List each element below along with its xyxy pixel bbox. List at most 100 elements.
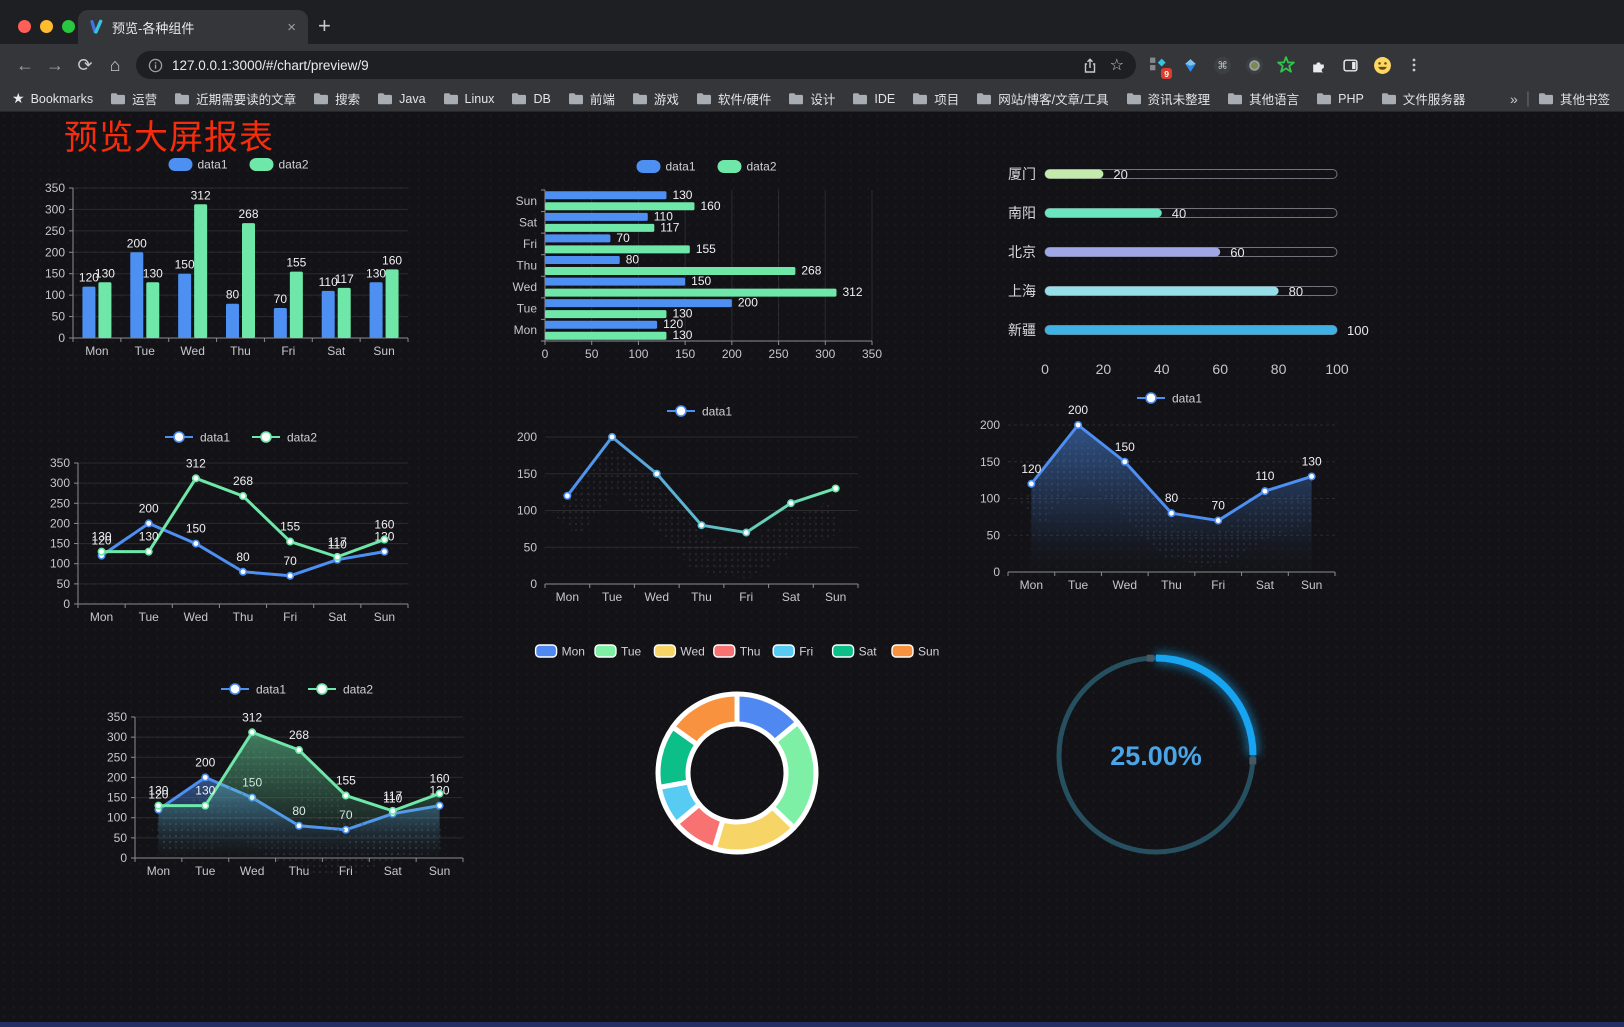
svg-text:130: 130	[672, 188, 692, 202]
bookmark-item[interactable]: 前端	[568, 89, 615, 108]
svg-text:130: 130	[95, 266, 115, 280]
command-extension-icon[interactable]: ⌘	[1210, 54, 1234, 76]
svg-text:Tue: Tue	[517, 302, 538, 316]
svg-text:南阳: 南阳	[1008, 205, 1036, 221]
svg-text:50: 50	[52, 310, 66, 324]
svg-text:60: 60	[1212, 361, 1228, 377]
reload-button[interactable]: ⟳	[77, 54, 93, 75]
minimize-window-button[interactable]	[40, 20, 53, 33]
recorder-extension-icon[interactable]	[1242, 54, 1266, 76]
svg-text:130: 130	[1302, 454, 1322, 468]
tab-manager-extension-icon[interactable]: 9	[1146, 54, 1172, 79]
bookmark-item[interactable]: 文件服务器	[1381, 89, 1465, 108]
svg-text:Thu: Thu	[740, 645, 761, 659]
bookmark-item[interactable]: DB	[511, 92, 551, 106]
svg-text:117: 117	[328, 535, 347, 549]
bookmark-item[interactable]: 项目	[912, 89, 959, 108]
close-window-button[interactable]	[18, 20, 31, 33]
svg-text:0: 0	[120, 851, 127, 865]
svg-text:300: 300	[50, 476, 70, 490]
tab-title: 预览-各种组件	[112, 20, 195, 36]
svg-text:上海: 上海	[1008, 283, 1036, 299]
svg-text:Wed: Wed	[240, 864, 264, 878]
bookmark-star-icon[interactable]: ☆	[1109, 57, 1124, 74]
svg-text:50: 50	[987, 528, 1001, 542]
svg-text:268: 268	[238, 207, 258, 221]
svg-text:150: 150	[980, 455, 1000, 469]
address-bar[interactable]: 127.0.0.1:3000/#/chart/preview/9 ☆	[136, 51, 1136, 79]
bookmark-item[interactable]: 其他语言	[1227, 89, 1299, 108]
svg-text:155: 155	[286, 256, 306, 270]
svg-text:Tue: Tue	[602, 590, 623, 604]
gem-extension-icon[interactable]	[1178, 54, 1202, 76]
extensions-puzzle-icon[interactable]	[1306, 54, 1330, 76]
folder-icon	[1538, 93, 1553, 105]
bookmark-item[interactable]: 搜索	[313, 89, 360, 108]
side-panel-icon[interactable]	[1338, 54, 1362, 76]
svg-text:200: 200	[738, 296, 758, 310]
bookmarks-overflow-chevron[interactable]: »	[1510, 90, 1518, 107]
browser-tab[interactable]: 预览-各种组件 ×	[78, 10, 308, 44]
new-tab-button[interactable]: +	[318, 13, 331, 38]
site-info-icon[interactable]	[148, 58, 163, 73]
home-button[interactable]: ⌂	[109, 54, 121, 75]
svg-text:268: 268	[289, 728, 309, 742]
svg-text:北京: 北京	[1008, 244, 1036, 260]
svg-text:110: 110	[328, 538, 347, 552]
other-bookmarks-folder[interactable]: 其他书签	[1538, 89, 1610, 108]
tab-close-icon[interactable]: ×	[287, 18, 296, 36]
svg-text:130: 130	[148, 784, 168, 798]
back-button[interactable]: ←	[16, 54, 34, 75]
svg-text:data2: data2	[747, 160, 777, 174]
chart-line-area: 0 50 100 150 200 Mon Tue Wed Thu Fri Sat Sun 120 200 1…	[980, 392, 1336, 592]
svg-text:25.00%: 25.00%	[1110, 741, 1202, 771]
svg-text:268: 268	[801, 264, 821, 278]
bookmark-item[interactable]: PHP	[1316, 92, 1364, 106]
bookmark-item[interactable]: 资讯未整理	[1126, 89, 1210, 108]
bookmark-item[interactable]: Java	[377, 92, 426, 106]
svg-text:312: 312	[191, 188, 211, 202]
svg-text:160: 160	[700, 199, 720, 213]
share-icon[interactable]	[1082, 57, 1098, 74]
svg-text:Sun: Sun	[429, 864, 450, 878]
bookmark-item[interactable]: 近期需要读的文章	[174, 89, 296, 108]
svg-text:80: 80	[626, 253, 640, 267]
bookmark-item[interactable]: 设计	[788, 89, 835, 108]
svg-text:Sat: Sat	[782, 590, 801, 604]
chart-line-two: 0 50 100 150 200 250 300 350 Mon Tue Wed Thu Fri Sat S…	[50, 431, 409, 624]
svg-text:100: 100	[1325, 361, 1349, 377]
url-text[interactable]: 127.0.0.1:3000/#/chart/preview/9	[172, 57, 369, 73]
bookmark-item[interactable]: IDE	[852, 92, 895, 106]
svg-text:250: 250	[50, 496, 70, 510]
svg-text:Thu: Thu	[1161, 578, 1182, 592]
maximize-window-button[interactable]	[62, 20, 75, 33]
emoji-extension-icon[interactable]	[1370, 54, 1394, 76]
svg-text:Thu: Thu	[516, 259, 537, 273]
forward-button[interactable]: →	[46, 54, 64, 75]
svg-text:data1: data1	[198, 158, 228, 172]
svg-text:70: 70	[274, 292, 288, 306]
bookmark-item[interactable]: 游戏	[632, 89, 679, 108]
bookmarks-root[interactable]: ★ Bookmarks	[12, 90, 94, 106]
svg-text:150: 150	[1115, 440, 1135, 454]
svg-text:50: 50	[114, 831, 128, 845]
bookmark-item[interactable]: 运营	[110, 89, 157, 108]
browser-menu-icon[interactable]	[1402, 54, 1426, 76]
svg-text:312: 312	[186, 456, 206, 470]
svg-text:250: 250	[45, 224, 65, 238]
bookmark-item[interactable]: 软件/硬件	[696, 89, 771, 108]
svg-text:155: 155	[280, 520, 300, 534]
bookmark-item[interactable]: 网站/博客/文章/工具	[976, 89, 1109, 108]
svg-text:Fri: Fri	[1211, 578, 1225, 592]
green-star-extension-icon[interactable]	[1274, 54, 1298, 76]
svg-text:Mon: Mon	[147, 864, 170, 878]
bookmarks-divider: |	[1525, 89, 1530, 107]
chart-line-gradient: 0 50 100 150 200 Mon Tue Wed Thu Fri Sat Sun data1	[517, 405, 859, 604]
svg-text:117: 117	[335, 272, 354, 286]
bookmark-item[interactable]: Linux	[443, 92, 494, 106]
svg-text:Wed: Wed	[645, 590, 669, 604]
svg-text:300: 300	[45, 202, 65, 216]
svg-text:50: 50	[57, 577, 71, 591]
svg-text:80: 80	[1271, 361, 1287, 377]
